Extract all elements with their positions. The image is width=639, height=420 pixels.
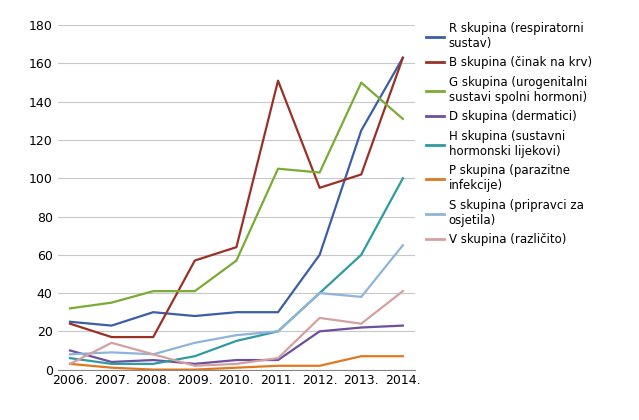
Legend: R skupina (respiratorni
sustav), B skupina (činak na krv), G skupina (urogenital: R skupina (respiratorni sustav), B skupi… [426,22,592,246]
